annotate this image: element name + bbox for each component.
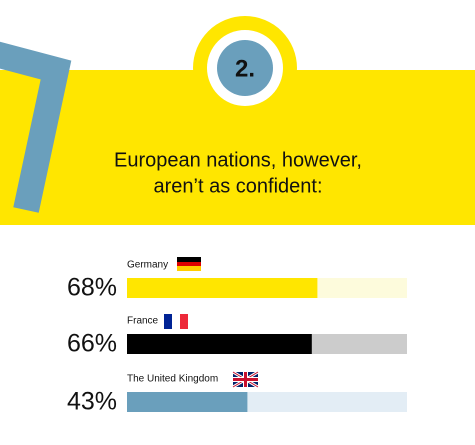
flag-germany [177, 257, 201, 271]
badge-number: 2. [235, 55, 255, 82]
bar [127, 334, 312, 354]
flag-france [164, 314, 188, 329]
value-label: 68% [67, 274, 117, 302]
bar [127, 278, 318, 298]
flag-uk [232, 370, 259, 389]
decor-shape [0, 41, 72, 213]
value-label: 66% [67, 330, 117, 358]
title-line: aren’t as confident: [154, 175, 323, 197]
title-line: European nations, however, [114, 149, 362, 171]
value-label: 43% [67, 388, 117, 416]
category-label: The United Kingdom [127, 374, 218, 385]
category-label: Germany [127, 260, 168, 271]
badge-inner [217, 40, 273, 96]
category-label: France [127, 316, 159, 327]
bar [127, 392, 248, 412]
